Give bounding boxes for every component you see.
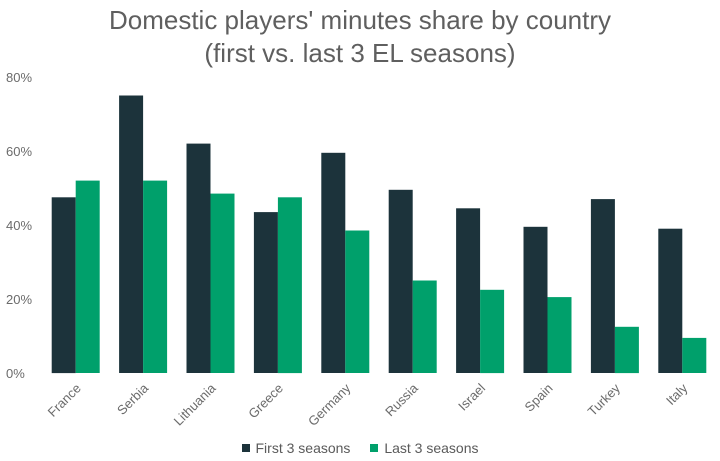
legend-label-first: First 3 seasons (255, 440, 351, 456)
y-axis: 0% 20% 40% 60% 80% (6, 70, 32, 381)
bar-first-germany (321, 152, 346, 373)
bar-first-israel (456, 208, 481, 373)
bar-first-france (51, 197, 76, 374)
x-axis: France Serbia Lithuania Greece Germany Russia… (45, 380, 691, 429)
bar-last-turkey (614, 326, 639, 374)
chart-title-line-2: (first vs. last 3 EL seasons) (204, 38, 516, 68)
bar-last-france (75, 180, 100, 373)
bar-first-lithuania (186, 143, 211, 373)
bar-last-israel (480, 289, 505, 374)
bar-last-greece (277, 197, 302, 374)
x-tick-label: Serbia (114, 380, 152, 418)
bars (51, 95, 707, 374)
legend-swatch-first (241, 444, 250, 452)
bar-first-greece (253, 212, 278, 373)
x-tick-label: Turkey (585, 380, 624, 419)
bar-first-italy (658, 228, 683, 373)
x-tick-label: France (45, 381, 84, 420)
y-tick-label: 80% (6, 70, 32, 85)
y-tick-label: 0% (6, 366, 25, 381)
bar-last-germany (345, 230, 370, 373)
bar-first-russia (388, 189, 413, 373)
bar-last-serbia (143, 180, 168, 373)
x-tick-label: Israel (455, 380, 488, 413)
bar-last-spain (547, 297, 572, 373)
legend-item-last: Last 3 seasons (370, 440, 479, 456)
chart-title-line-1: Domestic players' minutes share by count… (108, 5, 612, 35)
x-tick-label: Spain (522, 381, 556, 415)
legend-item-first: First 3 seasons (241, 440, 351, 456)
x-tick-label: Italy (663, 380, 691, 408)
y-tick-label: 60% (6, 144, 32, 159)
bar-last-russia (412, 280, 437, 373)
x-tick-label: Lithuania (171, 380, 219, 428)
legend-label-last: Last 3 seasons (384, 440, 479, 456)
bar-first-spain (523, 226, 548, 373)
x-tick-label: Russia (382, 380, 421, 419)
bar-last-italy (682, 337, 707, 373)
x-tick-label: Germany (305, 380, 354, 429)
y-tick-label: 20% (6, 292, 32, 307)
legend-swatch-last (370, 444, 379, 452)
x-tick-label: Greece (245, 381, 286, 422)
legend: First 3 seasons Last 3 seasons (0, 439, 720, 456)
bar-first-turkey (590, 199, 615, 373)
bar-first-serbia (119, 95, 144, 373)
bar-last-lithuania (210, 193, 235, 373)
chart-title: Domestic players' minutes share by count… (0, 4, 720, 70)
y-tick-label: 40% (6, 218, 32, 233)
